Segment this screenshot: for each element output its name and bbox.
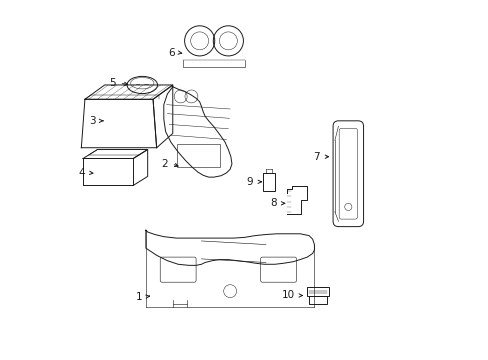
Text: 6: 6 [167,48,174,58]
Text: 10: 10 [281,291,294,301]
Text: 3: 3 [89,116,96,126]
Text: 2: 2 [161,159,167,169]
Bar [263,173,274,191]
Text: 9: 9 [246,177,253,187]
Text: 8: 8 [269,198,276,208]
Text: 5: 5 [108,78,115,88]
Bar [177,144,220,167]
Bar [308,296,326,304]
Bar [306,287,328,296]
Text: 1: 1 [135,292,142,302]
Text: 7: 7 [312,152,319,162]
Text: 4: 4 [78,168,85,178]
